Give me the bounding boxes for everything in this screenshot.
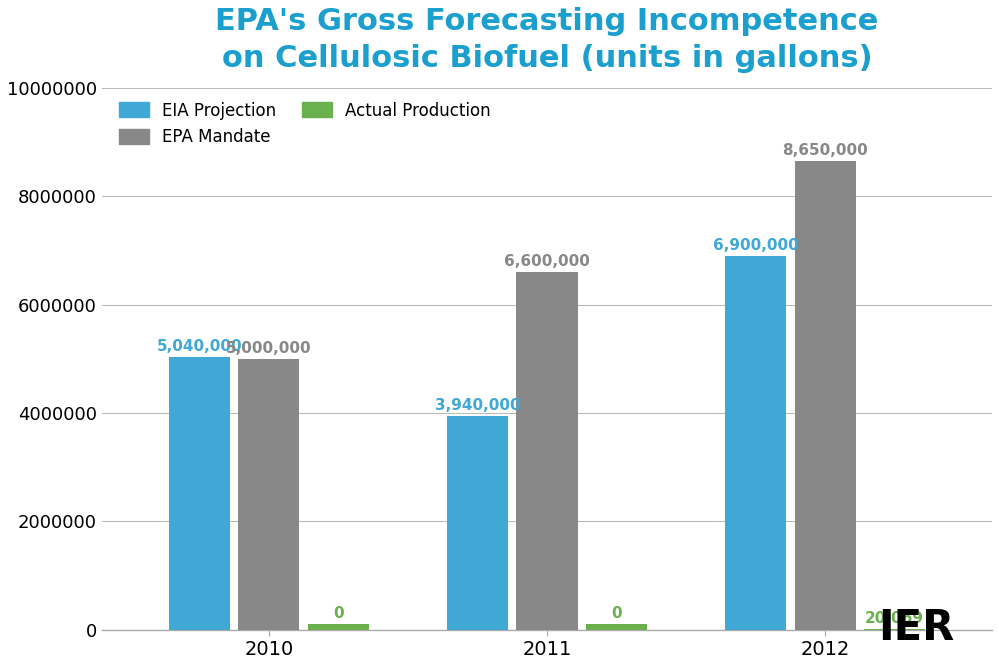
Bar [447,416,508,629]
Text: 6,900,000: 6,900,000 [712,238,798,253]
Text: 5,040,000: 5,040,000 [157,338,242,354]
Bar [308,624,369,629]
Bar [238,359,300,629]
Bar [516,272,577,629]
Text: 0: 0 [611,606,621,621]
Bar [586,624,647,629]
Bar [725,256,786,629]
Legend: EIA Projection, EPA Mandate, Actual Production: EIA Projection, EPA Mandate, Actual Prod… [119,102,491,146]
Text: 8,650,000: 8,650,000 [782,143,868,158]
Text: 0: 0 [333,606,344,621]
Text: 3,940,000: 3,940,000 [435,398,520,413]
Title: EPA's Gross Forecasting Incompetence
on Cellulosic Biofuel (units in gallons): EPA's Gross Forecasting Incompetence on … [216,7,879,73]
Text: 5,000,000: 5,000,000 [226,341,312,356]
Text: 20,069: 20,069 [865,611,924,625]
Bar [169,356,230,629]
Text: IER: IER [878,607,954,649]
Text: 6,600,000: 6,600,000 [504,254,590,269]
Bar [794,161,856,629]
